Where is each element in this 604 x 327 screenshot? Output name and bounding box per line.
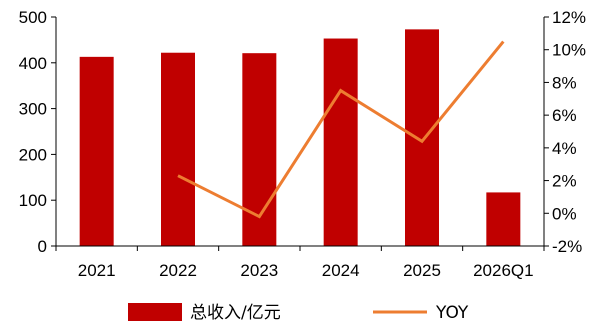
x-tick-label: 2024 [322,261,360,280]
legend: 总收入/亿元 YOY [128,303,469,323]
x-tick-label: 2022 [159,261,197,280]
x-tick-label: 2021 [78,261,116,280]
right-tick-label: 12% [552,8,586,27]
bar-2024 [323,38,358,246]
axes [55,17,545,247]
right-tick-label: 8% [552,73,577,92]
legend-swatch-revenue [128,303,182,321]
left-tick-label: 500 [19,8,47,27]
right-tick-label: 6% [552,106,577,125]
yoy-line-series [177,40,505,219]
left-tick-label: 300 [19,100,47,119]
yoy-line [177,40,505,219]
left-tick-label: 400 [19,54,47,73]
bar-2025 [405,29,439,247]
bar-2022 [161,52,195,246]
legend-label-revenue: 总收入/亿元 [190,303,281,323]
x-tick-label: 2025 [403,261,441,280]
left-y-ticks: 0 100 200 300 400 500 [19,8,56,256]
bar-series [79,29,521,247]
right-y-ticks: -2% 0% 2% 4% 6% 8% 10% 12% [544,8,586,256]
x-tick-label: 2026Q1 [473,261,534,280]
left-tick-label: 200 [19,145,47,164]
bar-2026Q1 [486,192,521,246]
right-tick-label: 0% [552,204,577,223]
right-tick-label: 4% [552,139,577,158]
left-tick-label: 0 [38,237,47,256]
right-tick-label: 10% [552,41,586,60]
left-tick-label: 100 [19,191,47,210]
right-tick-label: -2% [552,237,582,256]
x-tick-label: 2023 [240,261,278,280]
bar-2021 [79,56,114,246]
x-ticks: 2021 2022 2023 2024 2025 2026Q1 [55,246,545,280]
right-tick-label: 2% [552,172,577,191]
legend-label-yoy: YOY [435,303,469,323]
